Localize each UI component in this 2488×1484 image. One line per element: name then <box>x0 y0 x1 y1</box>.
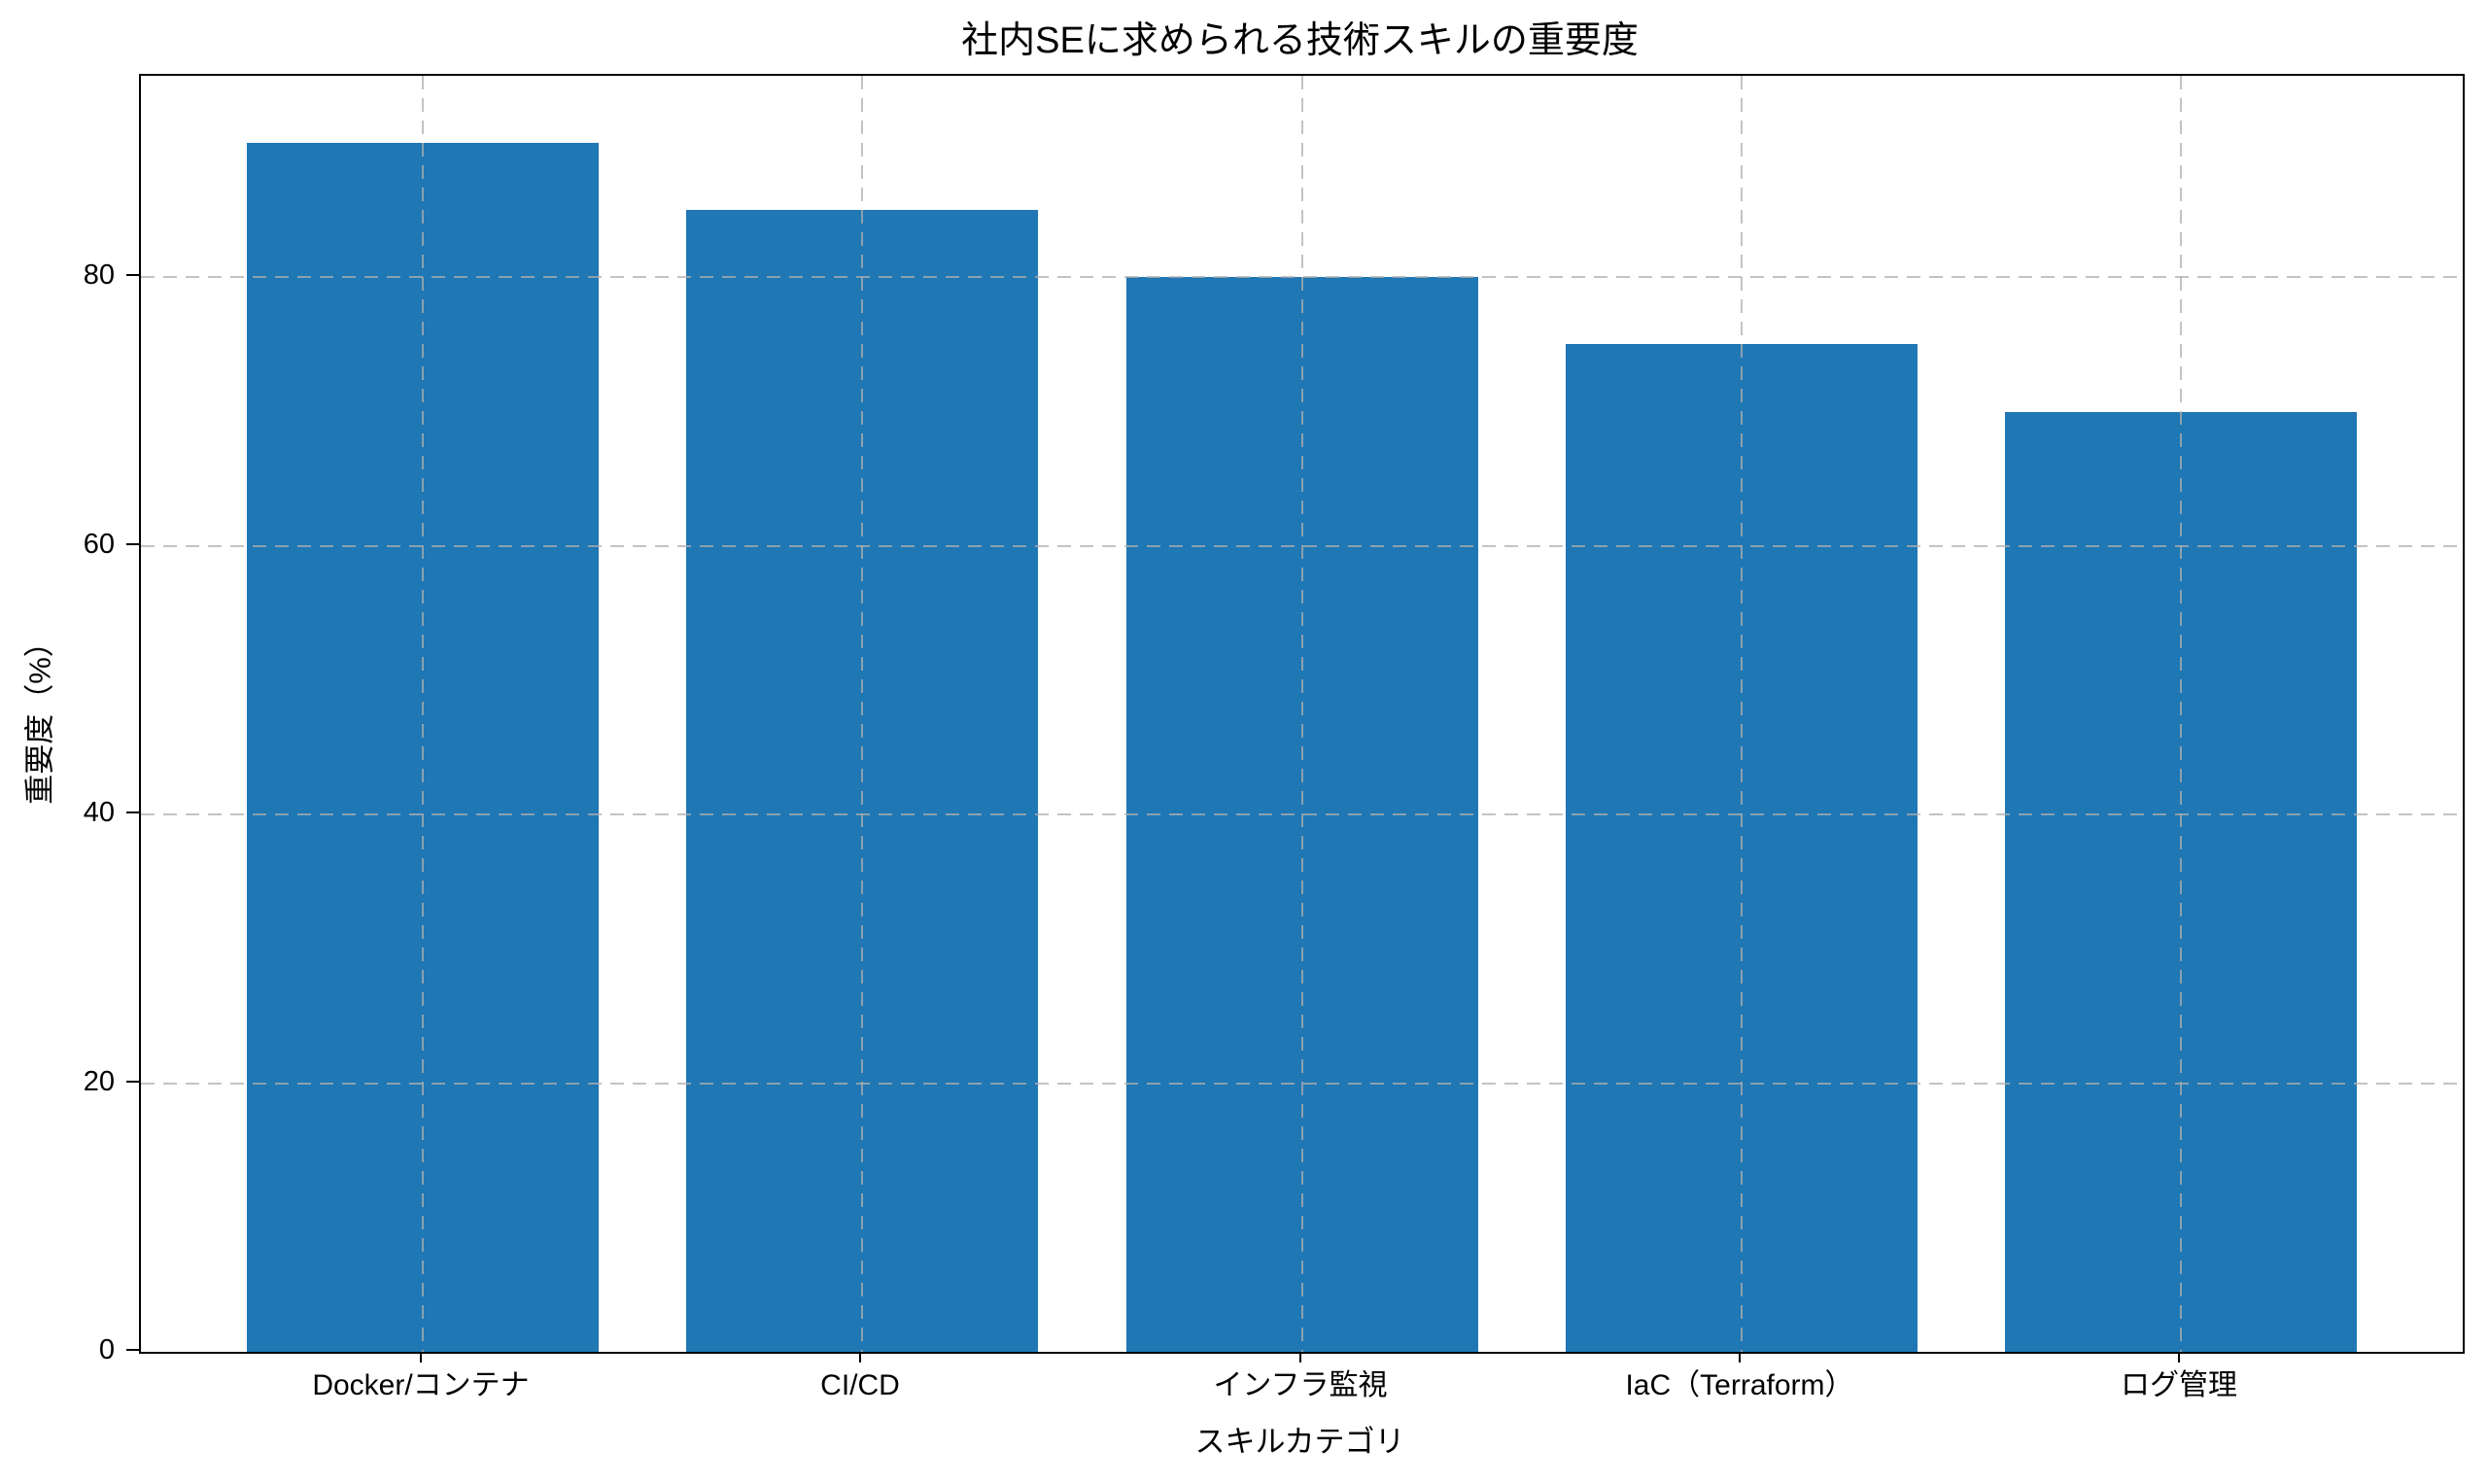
chart-title: 社内SEに求められる技術スキルの重要度 <box>961 20 1639 61</box>
y-tick-label-20: 20 <box>83 1066 115 1097</box>
x-tick-label-3: IaC（Terraform） <box>1625 1369 1854 1401</box>
y-tick-mark-40 <box>126 811 139 813</box>
x-tick-label-2: インフラ監視 <box>1213 1369 1388 1401</box>
plot-area <box>139 74 2465 1354</box>
gridline-v-1 <box>861 76 863 1352</box>
y-tick-label-60: 60 <box>83 529 115 560</box>
x-axis-label: スキルカテゴリ <box>1194 1425 1405 1459</box>
x-tick-label-0: Docker/コンテナ <box>312 1369 530 1401</box>
x-tick-mark-2 <box>1299 1350 1301 1363</box>
y-tick-label-0: 0 <box>98 1334 115 1365</box>
y-tick-mark-80 <box>126 274 139 276</box>
y-tick-mark-60 <box>126 543 139 545</box>
x-tick-label-1: CI/CD <box>820 1369 900 1401</box>
y-tick-mark-20 <box>126 1081 139 1083</box>
x-tick-mark-0 <box>420 1350 422 1363</box>
gridline-v-0 <box>422 76 424 1352</box>
x-tick-mark-4 <box>2178 1350 2180 1363</box>
x-tick-mark-3 <box>1739 1350 1741 1363</box>
x-tick-mark-1 <box>859 1350 861 1363</box>
y-axis-label: 重要度（%） <box>22 627 57 805</box>
gridline-v-2 <box>1301 76 1303 1352</box>
y-tick-mark-0 <box>126 1349 139 1351</box>
gridline-v-3 <box>1741 76 1743 1352</box>
x-tick-label-4: ログ管理 <box>2121 1369 2237 1401</box>
y-tick-label-80: 80 <box>83 259 115 291</box>
y-tick-label-40: 40 <box>83 797 115 828</box>
gridline-v-4 <box>2180 76 2182 1352</box>
